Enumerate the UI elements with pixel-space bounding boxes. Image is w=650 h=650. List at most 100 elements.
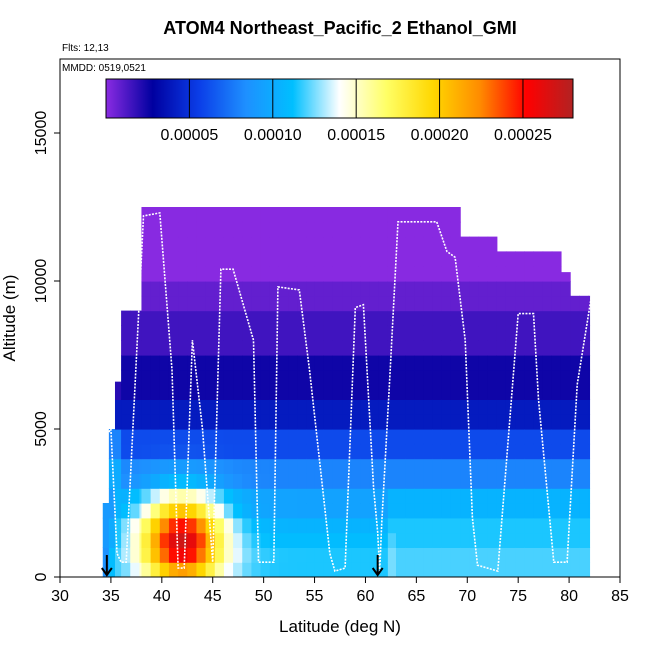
- heatmap-cell: [306, 458, 316, 474]
- heatmap-cell: [130, 517, 141, 534]
- heatmap-cell: [560, 355, 571, 371]
- heatmap-cell: [205, 399, 216, 415]
- heatmap-cell: [423, 355, 434, 371]
- heatmap-cell: [242, 281, 253, 297]
- heatmap-cell: [187, 503, 198, 519]
- heatmap-cell: [478, 547, 489, 563]
- heatmap-cell: [297, 414, 307, 430]
- heatmap-cell: [306, 221, 316, 238]
- heatmap-cell: [396, 207, 406, 223]
- heatmap-cell: [323, 517, 334, 534]
- heatmap-cell: [405, 443, 415, 460]
- heatmap-cell: [360, 310, 371, 326]
- heatmap-cell: [342, 221, 352, 238]
- heatmap-cell: [515, 503, 525, 519]
- heatmap-cell: [141, 310, 152, 326]
- heatmap-cell: [469, 295, 480, 312]
- heatmap-cell: [432, 295, 443, 312]
- heatmap-cell: [588, 562, 591, 577]
- heatmap-cell: [251, 369, 262, 386]
- heatmap-cell: [505, 281, 516, 297]
- heatmap-cell: [588, 355, 591, 371]
- heatmap-cell: [139, 532, 143, 548]
- heatmap-cell: [560, 310, 571, 326]
- heatmap-cell: [551, 488, 562, 504]
- heatmap-cell: [214, 266, 225, 282]
- heatmap-cell: [332, 369, 343, 386]
- heatmap-cell: [405, 488, 415, 504]
- heatmap-cell: [168, 310, 179, 326]
- heatmap-cell: [139, 443, 143, 460]
- heatmap-cell: [387, 517, 397, 534]
- heatmap-cell: [441, 443, 452, 460]
- heatmap-cell: [233, 399, 243, 415]
- heatmap-cell: [487, 503, 498, 519]
- heatmap-cell: [150, 473, 161, 489]
- heatmap-cell: [505, 340, 516, 356]
- heatmap-cell: [570, 562, 580, 577]
- heatmap-cell: [533, 281, 544, 297]
- heatmap-cell: [496, 532, 507, 548]
- heatmap-cell: [378, 399, 389, 415]
- heatmap-cell: [205, 281, 216, 297]
- heatmap-cell: [288, 207, 298, 223]
- heatmap-cell: [141, 443, 152, 460]
- heatmap-cell: [314, 443, 325, 460]
- heatmap-cell: [551, 399, 562, 415]
- heatmap-cell: [251, 503, 262, 519]
- heatmap-cell: [223, 443, 234, 460]
- heatmap-cell: [570, 517, 580, 534]
- heatmap-cell: [297, 251, 307, 267]
- heatmap-cell: [242, 562, 253, 577]
- heatmap-cell: [196, 221, 207, 238]
- marker-arrow-head: [371, 567, 384, 577]
- heatmap-cell: [233, 414, 243, 430]
- heatmap-cell: [351, 562, 361, 577]
- heatmap-cell: [139, 355, 143, 371]
- heatmap-cell: [314, 369, 325, 386]
- heatmap-cell: [214, 221, 225, 238]
- heatmap-cell: [542, 547, 553, 563]
- heatmap-cell: [168, 458, 179, 474]
- heatmap-cell: [139, 473, 143, 489]
- heatmap-cell: [542, 488, 553, 504]
- heatmap-cell: [515, 310, 525, 326]
- heatmap-cell: [405, 384, 415, 400]
- heatmap-cell: [278, 503, 289, 519]
- heatmap-cell: [288, 325, 298, 341]
- heatmap-cell: [423, 399, 434, 415]
- heatmap-cell: [423, 369, 434, 386]
- heatmap-cell: [278, 384, 289, 400]
- heatmap-cell: [396, 310, 406, 326]
- heatmap-cell: [269, 266, 280, 282]
- heatmap-cell: [187, 251, 198, 267]
- heatmap-cell: [168, 547, 179, 563]
- heatmap-cell: [114, 458, 122, 489]
- heatmap-cell: [360, 547, 371, 563]
- heatmap-cell: [314, 503, 325, 519]
- heatmap-cell: [524, 547, 535, 563]
- heatmap-cell: [369, 340, 380, 356]
- heatmap-cell: [432, 517, 443, 534]
- heatmap-cell: [205, 443, 216, 460]
- heatmap-cell: [332, 503, 343, 519]
- heatmap-cell: [288, 399, 298, 415]
- heatmap-cell: [278, 562, 289, 577]
- heatmap-cell: [588, 414, 591, 430]
- heatmap-cell: [342, 207, 352, 223]
- heatmap-cell: [323, 458, 334, 474]
- heatmap-cell: [551, 547, 562, 563]
- heatmap-cell: [342, 443, 352, 460]
- heatmap-cell: [288, 547, 298, 563]
- heatmap-cell: [314, 532, 325, 548]
- heatmap-cell: [496, 266, 507, 282]
- heatmap-cell: [121, 429, 131, 445]
- heatmap-cell: [487, 399, 498, 415]
- heatmap-cell: [369, 414, 380, 430]
- heatmap-cell: [242, 369, 253, 386]
- heatmap-cell: [441, 488, 452, 504]
- heatmap-cell: [450, 503, 461, 519]
- heatmap-cell: [342, 295, 352, 312]
- heatmap-cell: [469, 503, 480, 519]
- heatmap-cell: [351, 488, 361, 504]
